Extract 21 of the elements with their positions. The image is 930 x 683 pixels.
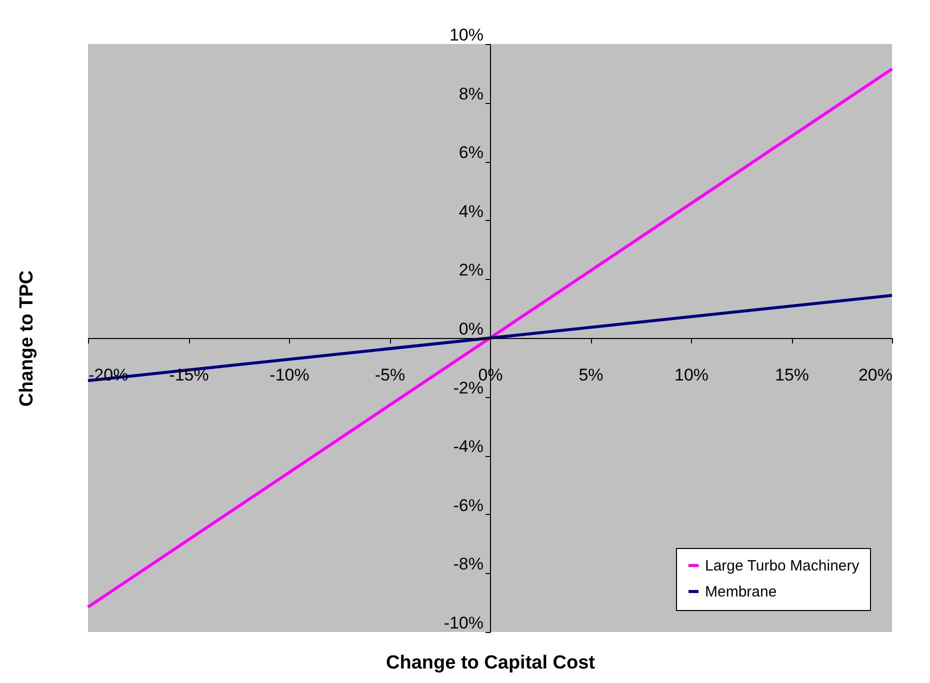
legend-label: Membrane	[705, 584, 777, 600]
x-tick-label: -15%	[169, 366, 209, 384]
x-tick-label: 5%	[578, 366, 604, 384]
x-tick-label: 10%	[674, 366, 709, 384]
legend-label: Large Turbo Machinery	[705, 558, 860, 574]
y-axis-title: Change to TPC	[16, 270, 38, 407]
y-tick-label: 0%	[458, 320, 484, 338]
x-tick-label: -10%	[270, 366, 310, 384]
y-tick-label: 8%	[458, 84, 484, 104]
x-axis-title: Change to Capital Cost	[386, 652, 596, 674]
y-tick-label: 10%	[449, 26, 484, 44]
x-tick-label: 15%	[774, 366, 810, 384]
y-tick-label: 6%	[458, 143, 484, 162]
y-tick-label: -10%	[444, 614, 484, 632]
y-tick-label: -8%	[453, 554, 484, 574]
y-tick-label: 2%	[458, 260, 484, 280]
y-tick-label: -4%	[453, 437, 484, 456]
y-tick-label: -6%	[453, 496, 484, 515]
x-tick-label: -5%	[374, 366, 406, 384]
y-tick-label: 4%	[458, 202, 484, 221]
x-tick-label: 20%	[858, 366, 892, 384]
